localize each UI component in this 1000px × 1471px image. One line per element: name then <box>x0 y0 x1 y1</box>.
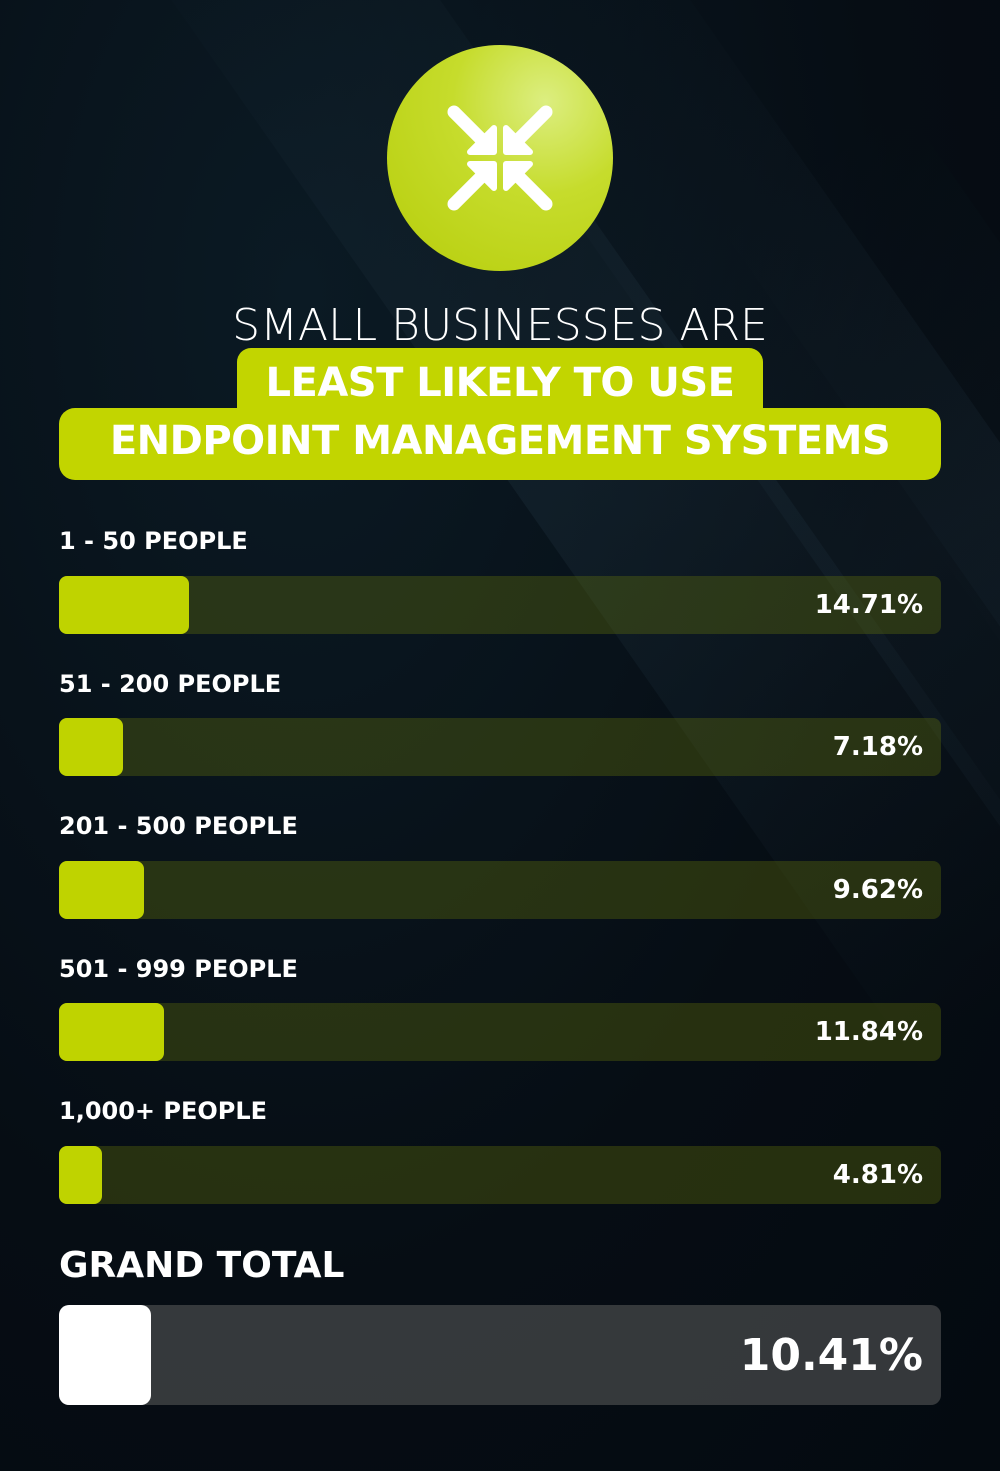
bar-track: 9.62% <box>59 861 941 919</box>
bar-value: 4.81% <box>832 1160 923 1190</box>
title-highlight-bottom <box>59 408 941 480</box>
bar-value: 14.71% <box>814 590 923 620</box>
row-label: 1 - 50 PEOPLE <box>59 527 248 555</box>
grand-total-track: 10.41% <box>59 1305 941 1405</box>
bar-track: 4.81% <box>59 1146 941 1204</box>
row-label: 1,000+ PEOPLE <box>59 1097 268 1125</box>
bar-fill <box>59 861 144 919</box>
title-line-3: ENDPOINT MANAGEMENT SYSTEMS <box>109 418 891 464</box>
bar-fill <box>59 718 123 776</box>
title-highlight-top <box>237 348 763 418</box>
grand-total-label: GRAND TOTAL <box>59 1245 345 1286</box>
bar-fill <box>59 1146 102 1204</box>
row-label: 201 - 500 PEOPLE <box>59 812 298 840</box>
grand-total-fill <box>59 1305 151 1405</box>
compress-arrows-icon <box>447 105 553 211</box>
title-line-2: LEAST LIKELY TO USE <box>265 360 735 406</box>
bar-track: 7.18% <box>59 718 941 776</box>
row-label: 51 - 200 PEOPLE <box>59 670 282 698</box>
title-line-1: SMALL BUSINESSES ARE <box>232 300 768 351</box>
bar-fill <box>59 1003 164 1061</box>
grand-total-value: 10.41% <box>739 1329 923 1381</box>
bar-value: 11.84% <box>814 1017 923 1047</box>
bar-track: 14.71% <box>59 576 941 634</box>
row-label: 501 - 999 PEOPLE <box>59 955 298 983</box>
bar-value: 7.18% <box>832 732 923 762</box>
header-icon-badge <box>387 45 613 271</box>
bar-fill <box>59 576 189 634</box>
bar-track: 11.84% <box>59 1003 941 1061</box>
bar-value: 9.62% <box>832 875 923 905</box>
